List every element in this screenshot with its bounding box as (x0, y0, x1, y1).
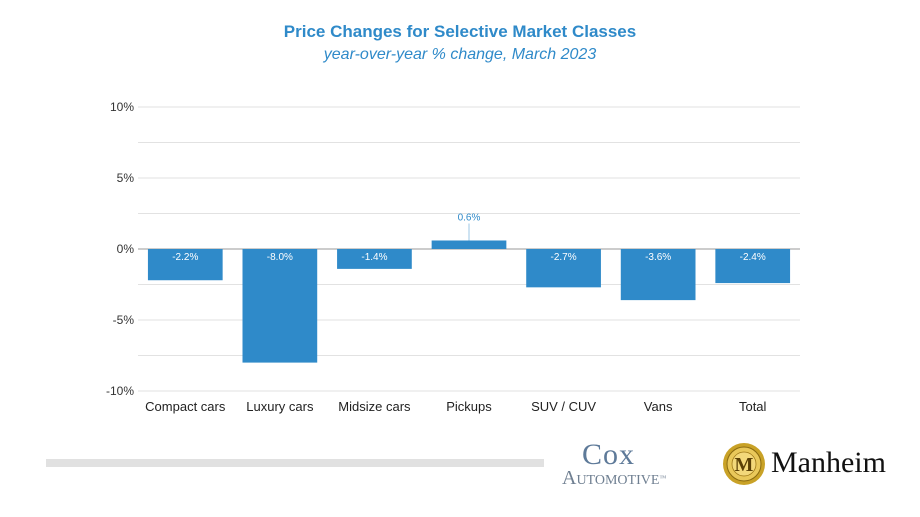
bar (620, 249, 696, 301)
chart-subtitle: year-over-year % change, March 2023 (323, 46, 597, 63)
cox-logo-top-text: Cox (582, 438, 636, 471)
x-tick-label: Pickups (446, 399, 492, 414)
bar (431, 240, 507, 249)
cox-logo-automotive-text: Automotive (562, 467, 660, 489)
chart-title: Price Changes for Selective Market Class… (283, 22, 637, 41)
manheim-wordmark: Manheim (771, 446, 886, 479)
bar (242, 249, 318, 363)
data-label: -2.4% (740, 252, 766, 263)
x-tick-label: Midsize cars (338, 399, 411, 414)
y-tick-label: 0% (117, 242, 135, 256)
x-axis-tick-labels: Compact cars Luxury cars Midsize cars Picku… (145, 399, 766, 414)
cox-automotive-logo: Cox Automotive™ (560, 440, 710, 490)
bar (715, 249, 791, 284)
bar (147, 249, 223, 281)
bar-chart: 10%5%0%-5%-10% -2.2% -8.0% -1.4%0.6%-2.7% -… (106, 100, 800, 414)
x-tick-label: Vans (644, 399, 673, 414)
y-tick-label: 10% (110, 100, 134, 114)
x-tick-label: SUV / CUV (531, 399, 596, 414)
bar (337, 249, 412, 269)
footer-divider-bar (46, 459, 544, 467)
y-axis-tick-labels: 10% 5% 0% -5% -10% (106, 100, 134, 398)
manheim-logo: M Manheim (720, 440, 910, 490)
cox-logo-trademark: ™ (659, 474, 667, 482)
data-label: -2.2% (172, 252, 198, 263)
data-label: -2.7% (551, 252, 577, 263)
cox-logo-bottom-text: Automotive™ (562, 467, 666, 489)
y-tick-label: -10% (106, 384, 134, 398)
data-labels: -2.2% -8.0% -1.4% 0.6% -2.7% -3.6% -2.4% (172, 212, 766, 263)
data-label: -3.6% (645, 252, 671, 263)
y-tick-label: 5% (117, 171, 135, 185)
data-label: -8.0% (267, 252, 293, 263)
manheim-seal-icon: M (723, 443, 765, 485)
y-tick-label: -5% (113, 313, 135, 327)
data-label: -1.4% (361, 252, 387, 263)
x-tick-label: Total (739, 399, 767, 414)
x-tick-label: Luxury cars (246, 399, 314, 414)
bars (147, 240, 791, 363)
bar (526, 249, 601, 288)
x-tick-label: Compact cars (145, 399, 226, 414)
data-label: 0.6% (458, 212, 481, 223)
manheim-seal-letter: M (735, 454, 754, 476)
